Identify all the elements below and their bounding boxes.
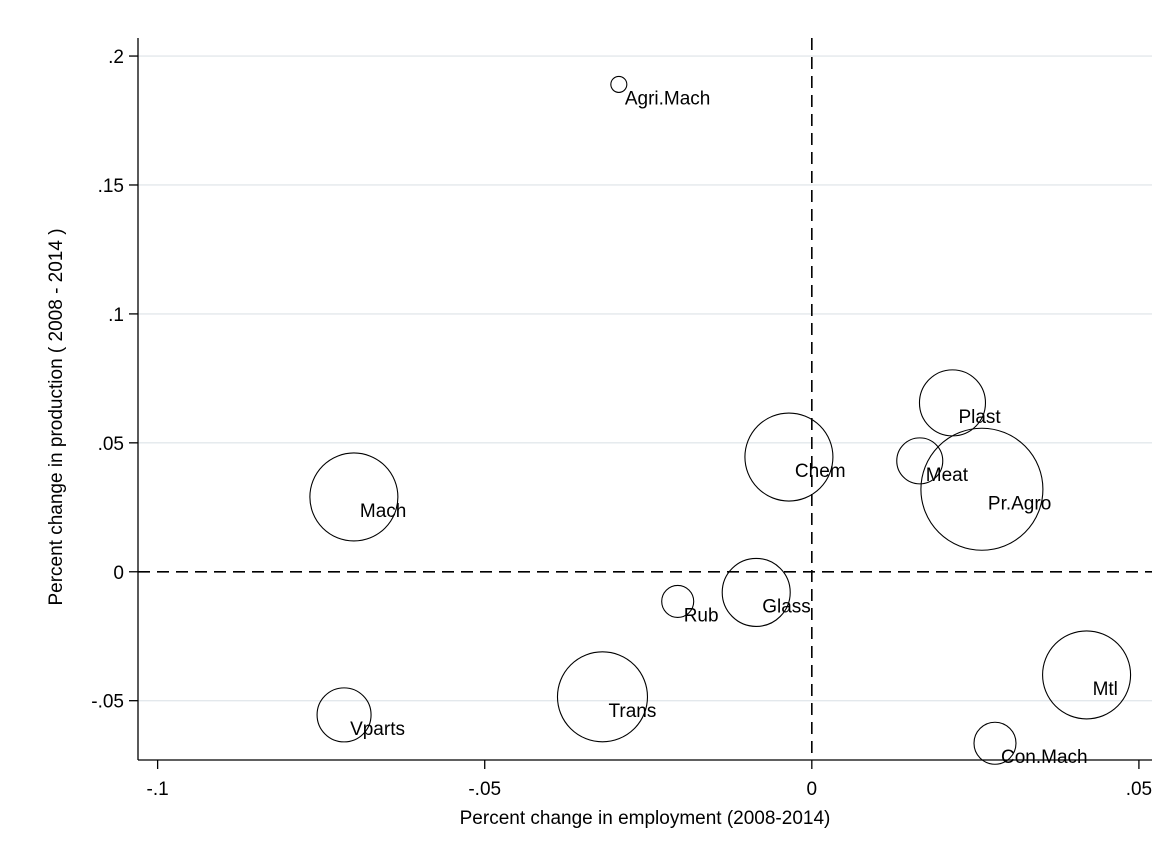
tick-labels: -.05 0 .05 .1 .15 .2 -.1 -.05 0 .05 bbox=[91, 47, 1152, 800]
grid-layer bbox=[138, 55, 1152, 702]
bubble bbox=[744, 412, 834, 502]
point-label: Mtl bbox=[1093, 679, 1118, 700]
bubble bbox=[610, 75, 628, 93]
bubble bbox=[721, 557, 791, 627]
point-label: Vparts bbox=[350, 719, 405, 740]
bubble bbox=[973, 721, 1017, 765]
point-label: Pr.Agro bbox=[988, 493, 1051, 514]
bubble bbox=[661, 584, 695, 618]
point-labels: Agri.Mach Plast Chem Meat Pr.Agro Mach Rub Glas… bbox=[350, 88, 1118, 768]
x-tick-label: -.1 bbox=[147, 779, 169, 800]
point-label: Glass bbox=[762, 596, 811, 617]
point-label: Meat bbox=[926, 465, 969, 486]
bubble bbox=[556, 651, 649, 743]
bubbles bbox=[309, 75, 1132, 765]
reference-lines bbox=[138, 38, 1152, 760]
y-tick-label: 0 bbox=[113, 563, 124, 584]
y-tick-label: .1 bbox=[108, 305, 124, 326]
point-label: Rub bbox=[684, 605, 719, 626]
x-tick-label: -.05 bbox=[468, 779, 501, 800]
point-label: Trans bbox=[608, 701, 656, 722]
bubble bbox=[309, 452, 399, 542]
point-label: Mach bbox=[360, 501, 406, 522]
axes bbox=[129, 38, 1152, 769]
bubble bbox=[1042, 630, 1132, 720]
y-tick-label: .05 bbox=[98, 434, 124, 455]
y-tick-label: .2 bbox=[108, 47, 124, 68]
bubble bbox=[896, 437, 944, 485]
point-label: Chem bbox=[795, 461, 846, 482]
y-tick-label: .15 bbox=[98, 176, 124, 197]
bubble bbox=[316, 687, 372, 743]
x-tick-label: 0 bbox=[807, 779, 818, 800]
point-label: Agri.Mach bbox=[625, 88, 711, 109]
point-label: Con.Mach bbox=[1001, 747, 1088, 768]
point-label: Plast bbox=[958, 407, 1001, 428]
bubble bbox=[920, 427, 1044, 551]
y-tick-label: -.05 bbox=[91, 692, 124, 713]
x-tick-label: .05 bbox=[1126, 779, 1152, 800]
x-axis-title: Percent change in employment (2008-2014) bbox=[460, 808, 831, 829]
y-axis-title: Percent change in production ( 2008 - 20… bbox=[46, 228, 67, 605]
